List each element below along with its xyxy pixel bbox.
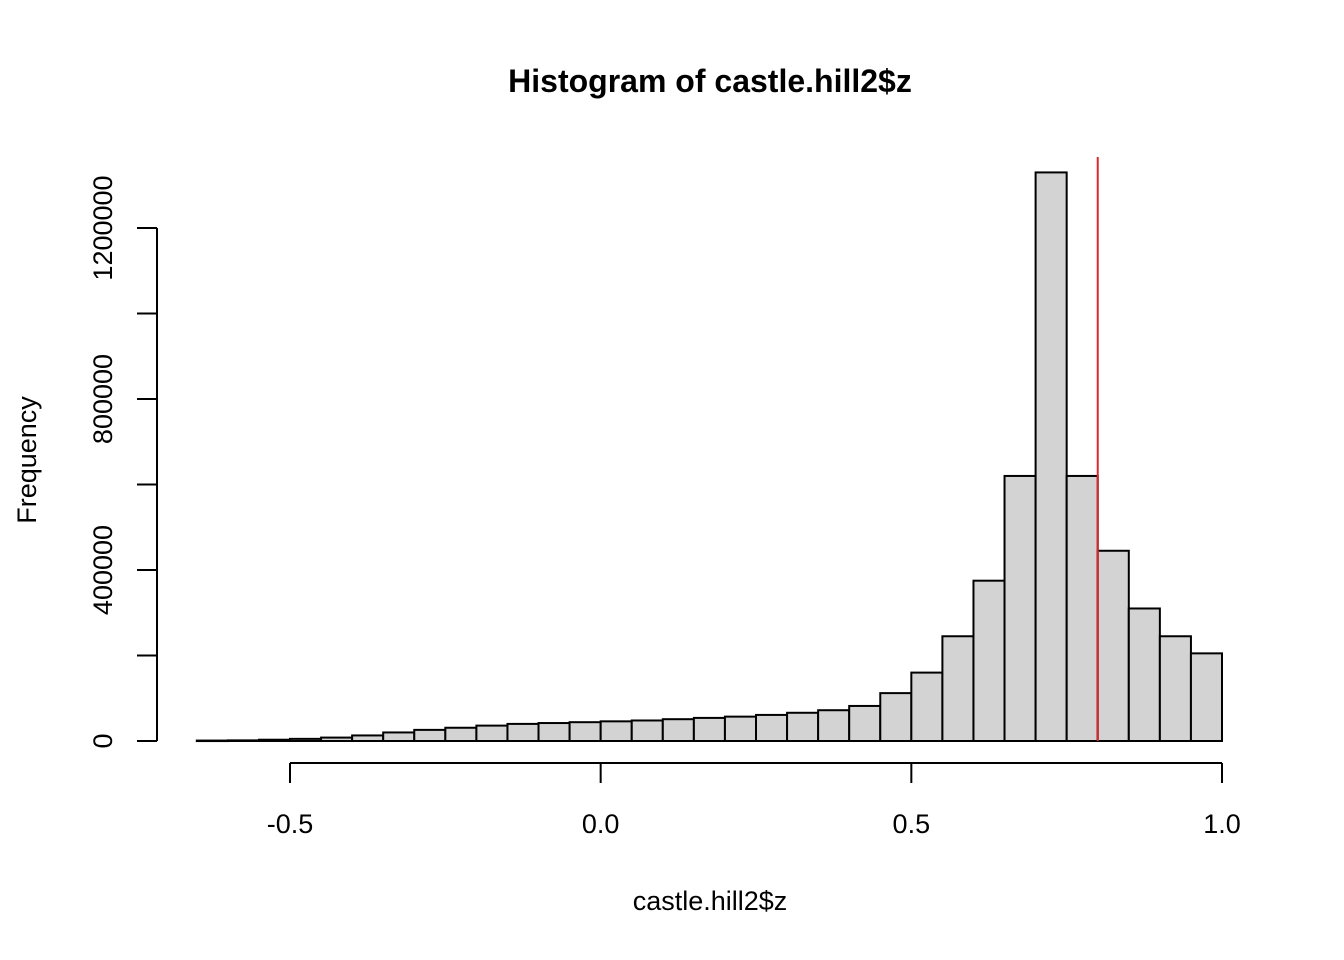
histogram-bars [195,171,1224,743]
histogram-bar [599,720,633,743]
histogram-bar [1096,549,1130,743]
histogram-bar [879,692,913,742]
histogram-bar [413,728,447,743]
histogram-bar [692,716,726,742]
histogram-bar [661,718,695,743]
histogram-bar [786,711,820,743]
histogram-bar [1189,652,1224,742]
histogram-bar [848,704,882,743]
x-tick-label: 1.0 [1203,809,1241,839]
y-tick-label: 800000 [88,354,118,444]
histogram-bar [289,737,323,742]
y-axis: 0 400000 800000 1200000 [88,175,158,749]
histogram-bar [226,739,260,742]
x-tick-label: -0.5 [267,809,314,839]
x-tick-label: 0.5 [893,809,931,839]
histogram-bar [568,721,602,743]
histogram-bar [1065,474,1099,742]
histogram-bar [1034,171,1068,743]
x-axis: -0.5 0.0 0.5 1.0 [267,762,1241,839]
y-axis-label: Frequency [12,396,42,524]
histogram-bar [506,722,540,743]
histogram-bar [910,671,944,742]
histogram-bar [1127,607,1161,742]
histogram-bar [723,715,757,743]
histogram-bar [1003,474,1037,742]
y-tick-label: 1200000 [88,175,118,280]
histogram-bar [195,739,229,743]
histogram-bar [972,579,1006,742]
histogram-bar [257,738,291,742]
histogram-bar [755,713,789,742]
histogram-bar [1158,635,1192,743]
y-tick-label: 400000 [88,525,118,615]
histogram-bar [382,731,416,743]
histogram-bar [475,724,509,742]
histogram-bar [351,734,385,743]
histogram-bar [941,635,975,743]
histogram-bar [630,719,664,742]
x-tick-label: 0.0 [582,809,620,839]
y-tick-label: 0 [88,733,118,748]
histogram-bar [537,722,571,742]
x-axis-label: castle.hill2$z [633,886,788,916]
histogram-bar [320,736,354,743]
histogram-bar [817,709,851,742]
histogram-bar [444,726,478,742]
chart-title: Histogram of castle.hill2$z [508,63,912,99]
